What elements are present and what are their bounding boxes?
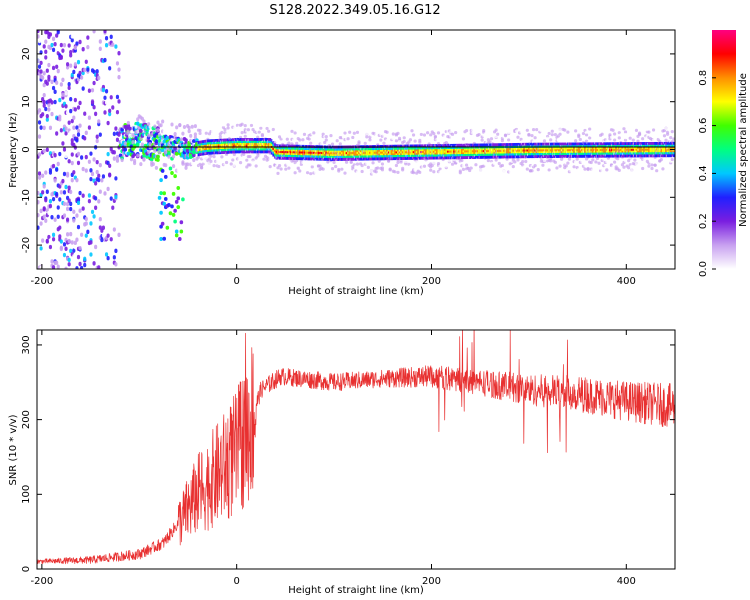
spectrogram-y-axis: -20 -10 0 10 20 bbox=[21, 48, 675, 253]
y-tick-label: 0 bbox=[21, 566, 32, 572]
spectrogram-y-label: Frequency (Hz) bbox=[8, 112, 19, 188]
x-tick-label: 400 bbox=[617, 576, 636, 587]
spectrogram-x-label: Height of straight line (km) bbox=[288, 286, 424, 297]
colorbar-tick-label: 0.8 bbox=[698, 70, 709, 86]
colorbar-gradient bbox=[712, 30, 736, 269]
colorbar: 0.0 0.2 0.4 0.6 0.8 Normalized spectral ampl… bbox=[698, 30, 749, 277]
snr-y-axis: 0 100 200 300 bbox=[21, 335, 675, 572]
snr-x-label: Height of straight line (km) bbox=[288, 585, 424, 596]
snr-frame bbox=[36, 329, 676, 570]
y-tick-label: -20 bbox=[21, 237, 32, 253]
colorbar-tick-label: 0.6 bbox=[698, 118, 709, 134]
x-tick-label: 400 bbox=[617, 276, 636, 287]
snr-y-label: SNR (10 * v/v) bbox=[8, 414, 19, 485]
x-tick-label: 0 bbox=[233, 276, 239, 287]
spectrogram-x-axis: -200 0 200 400 bbox=[31, 30, 636, 287]
y-tick-label: 10 bbox=[21, 95, 32, 108]
y-tick-label: -10 bbox=[21, 189, 32, 205]
colorbar-tick-label: 0.4 bbox=[698, 165, 709, 181]
spectrogram-panel: -200 0 200 400 -20 -10 0 10 20 Height of straig… bbox=[8, 29, 676, 297]
y-tick-label: 100 bbox=[21, 485, 32, 504]
colorbar-tick-label: 0.2 bbox=[698, 213, 709, 229]
y-tick-label: 200 bbox=[21, 410, 32, 429]
x-tick-label: -200 bbox=[31, 276, 54, 287]
x-tick-label: 0 bbox=[233, 576, 239, 587]
x-tick-label: 200 bbox=[422, 276, 441, 287]
x-tick-label: 200 bbox=[422, 576, 441, 587]
colorbar-tick-label: 0.0 bbox=[698, 261, 709, 277]
snr-panel: -200 0 200 400 0 100 200 300 Height of straigh… bbox=[8, 329, 676, 596]
snr-x-axis: -200 0 200 400 bbox=[31, 330, 636, 587]
y-tick-label: 0 bbox=[21, 146, 32, 152]
x-tick-label: -200 bbox=[31, 576, 54, 587]
y-tick-label: 300 bbox=[21, 335, 32, 354]
snr-series-line bbox=[37, 330, 675, 565]
colorbar-axis: 0.0 0.2 0.4 0.6 0.8 bbox=[698, 70, 716, 277]
figure-title: S128.2022.349.05.16.G12 bbox=[269, 3, 440, 18]
colorbar-label: Normalized spectral amplitude bbox=[738, 73, 749, 227]
y-tick-label: 20 bbox=[21, 48, 32, 61]
spectrogram-heatmap bbox=[37, 30, 675, 269]
